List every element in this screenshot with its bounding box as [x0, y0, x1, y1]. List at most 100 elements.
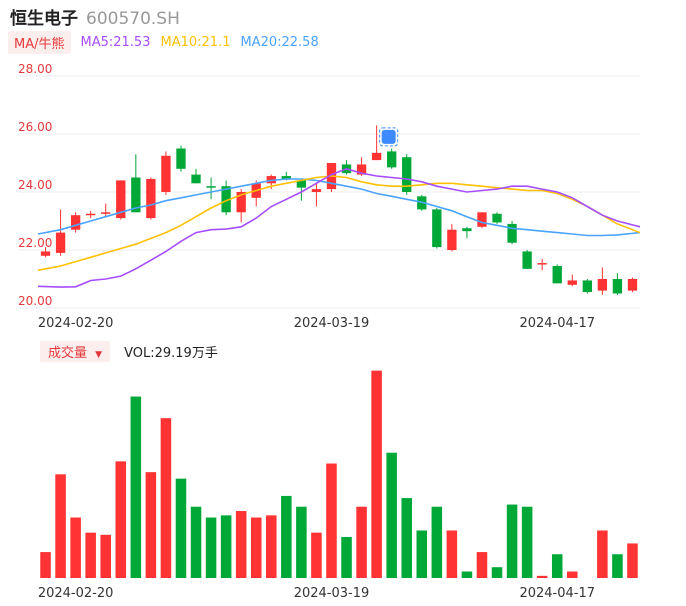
candle[interactable]	[206, 177, 216, 200]
volume-bar[interactable]	[235, 511, 247, 578]
volume-bar[interactable]	[551, 554, 563, 578]
volume-bar[interactable]	[311, 532, 322, 578]
candle[interactable]	[70, 212, 81, 233]
candle[interactable]	[507, 221, 517, 245]
candle[interactable]	[86, 210, 96, 219]
candle[interactable]	[341, 160, 352, 175]
candle[interactable]	[432, 207, 442, 249]
candle-body	[537, 263, 547, 265]
volume-bar[interactable]	[100, 534, 111, 578]
candle[interactable]	[146, 177, 156, 220]
volume-bar[interactable]	[627, 543, 638, 578]
volume-bar[interactable]	[612, 554, 623, 578]
volume-value: VOL:29.19万手	[124, 345, 218, 361]
candle-body	[552, 265, 562, 284]
volume-bar[interactable]	[115, 461, 127, 578]
candle[interactable]	[131, 154, 141, 213]
volume-bar[interactable]	[476, 552, 488, 578]
candle[interactable]	[612, 273, 623, 295]
candle-body	[432, 209, 442, 248]
candle[interactable]	[522, 250, 532, 269]
candle[interactable]	[101, 203, 111, 217]
candle-body	[612, 279, 623, 294]
volume-bar[interactable]	[446, 530, 458, 578]
volume-tag-label: 成交量	[48, 345, 88, 361]
volume-bar[interactable]	[341, 536, 352, 578]
volume-bar[interactable]	[386, 452, 397, 578]
candle[interactable]	[582, 279, 592, 294]
ma-indicator-selector[interactable]: MA/牛熊	[8, 30, 71, 54]
volume-bar[interactable]	[160, 418, 172, 578]
volume-indicator-selector[interactable]: 成交量 ▼	[40, 340, 111, 362]
volume-bar[interactable]	[40, 552, 51, 578]
volume-bar[interactable]	[567, 571, 578, 578]
candle[interactable]	[477, 212, 487, 229]
y-tick-label: 24.00	[18, 178, 52, 192]
volume-bars	[40, 370, 638, 578]
volume-bar[interactable]	[145, 472, 157, 578]
volume-bar[interactable]	[220, 515, 232, 578]
volume-bar[interactable]	[250, 517, 262, 578]
candle-body	[507, 223, 517, 243]
candle-body	[447, 229, 457, 250]
volume-bar[interactable]	[371, 370, 382, 578]
candle[interactable]	[371, 125, 382, 161]
volume-bar[interactable]	[130, 396, 142, 578]
candle-body	[221, 186, 231, 213]
candle-body	[131, 177, 141, 213]
volume-bar[interactable]	[521, 506, 533, 578]
stock-name: 恒生电子	[10, 9, 78, 29]
candle[interactable]	[161, 151, 171, 195]
volume-bar[interactable]	[536, 575, 548, 578]
volume-bar[interactable]	[70, 517, 81, 578]
volume-bar[interactable]	[431, 506, 443, 578]
volume-bar[interactable]	[205, 517, 217, 578]
marker-frame	[379, 127, 399, 147]
candle[interactable]	[597, 267, 608, 295]
ma5-line	[37, 167, 641, 288]
ma10-line	[37, 175, 641, 272]
candle-body	[161, 155, 171, 192]
volume-bar[interactable]	[461, 571, 473, 578]
volume-bar[interactable]	[266, 515, 277, 578]
candle[interactable]	[567, 274, 577, 287]
candle[interactable]	[447, 223, 457, 252]
candle[interactable]	[387, 148, 397, 169]
volume-bar[interactable]	[491, 567, 503, 578]
candle[interactable]	[296, 178, 307, 201]
x-tick-label: 2024-03-19	[294, 316, 370, 331]
volume-bar[interactable]	[281, 495, 292, 578]
volume-bar[interactable]	[401, 498, 412, 578]
candle[interactable]	[55, 209, 66, 256]
volume-bar[interactable]	[356, 506, 367, 578]
ma5-label: MA5:21.53	[80, 34, 151, 50]
candle[interactable]	[537, 258, 547, 271]
volume-bar[interactable]	[416, 530, 428, 578]
candle[interactable]	[627, 277, 638, 293]
candle[interactable]	[462, 226, 472, 239]
candle[interactable]	[326, 163, 337, 192]
volume-bar[interactable]	[597, 530, 608, 578]
candle[interactable]	[176, 145, 186, 172]
date-axis: 2024-02-20 2024-02-20 2024-03-19 2024-03-19…	[38, 316, 595, 601]
price-axis: 28.00 26.00 24.00 22.00 20.00	[18, 62, 52, 308]
candle-body	[55, 232, 66, 253]
volume-bar[interactable]	[190, 506, 202, 578]
volume-bar[interactable]	[506, 504, 518, 578]
candle[interactable]	[40, 247, 51, 258]
volume-bar[interactable]	[175, 478, 187, 578]
event-marker-icon	[379, 127, 399, 147]
candle[interactable]	[552, 264, 562, 284]
candle[interactable]	[311, 183, 322, 207]
volume-bar[interactable]	[326, 463, 337, 578]
candle[interactable]	[221, 180, 231, 216]
volume-bar[interactable]	[296, 506, 307, 578]
candle-body	[146, 178, 156, 219]
candle[interactable]	[492, 212, 502, 224]
candle-body	[597, 279, 608, 291]
candle[interactable]	[402, 154, 412, 195]
volume-bar[interactable]	[55, 474, 66, 578]
volume-bar[interactable]	[85, 532, 96, 578]
candle[interactable]	[191, 168, 201, 184]
